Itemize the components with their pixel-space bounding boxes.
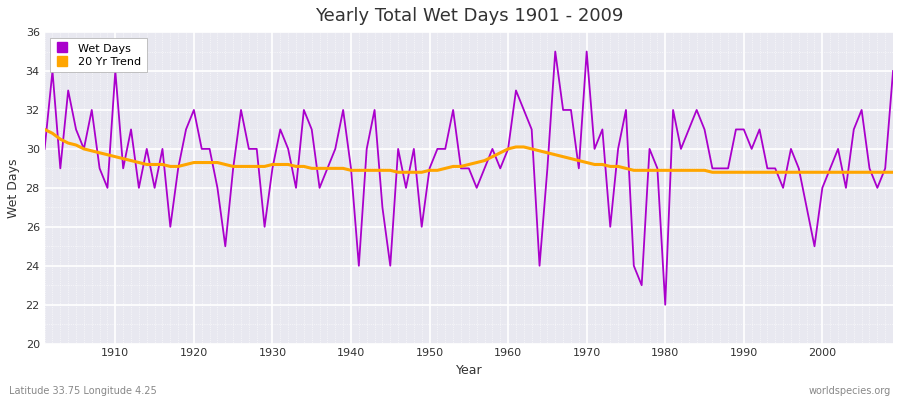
- 20 Yr Trend: [503, 146, 514, 151]
- Wet Days: [605, 224, 616, 229]
- X-axis label: Year: Year: [455, 364, 482, 377]
- 20 Yr Trend: [392, 170, 403, 175]
- Wet Days: [102, 186, 112, 190]
- 20 Yr Trend: [605, 164, 616, 169]
- Wet Days: [40, 146, 50, 151]
- Line: Wet Days: Wet Days: [45, 52, 893, 305]
- Wet Days: [660, 302, 670, 307]
- Wet Days: [887, 69, 898, 74]
- Wet Days: [274, 127, 285, 132]
- Text: Latitude 33.75 Longitude 4.25: Latitude 33.75 Longitude 4.25: [9, 386, 157, 396]
- Wet Days: [550, 49, 561, 54]
- 20 Yr Trend: [322, 166, 333, 171]
- Y-axis label: Wet Days: Wet Days: [7, 158, 20, 218]
- 20 Yr Trend: [510, 144, 521, 149]
- Legend: Wet Days, 20 Yr Trend: Wet Days, 20 Yr Trend: [50, 38, 147, 72]
- 20 Yr Trend: [887, 170, 898, 175]
- 20 Yr Trend: [274, 162, 285, 167]
- Title: Yearly Total Wet Days 1901 - 2009: Yearly Total Wet Days 1901 - 2009: [315, 7, 623, 25]
- Wet Days: [322, 166, 333, 171]
- Text: worldspecies.org: worldspecies.org: [809, 386, 891, 396]
- Wet Days: [503, 146, 514, 151]
- Line: 20 Yr Trend: 20 Yr Trend: [45, 130, 893, 172]
- Wet Days: [495, 166, 506, 171]
- 20 Yr Trend: [102, 152, 112, 157]
- 20 Yr Trend: [40, 127, 50, 132]
